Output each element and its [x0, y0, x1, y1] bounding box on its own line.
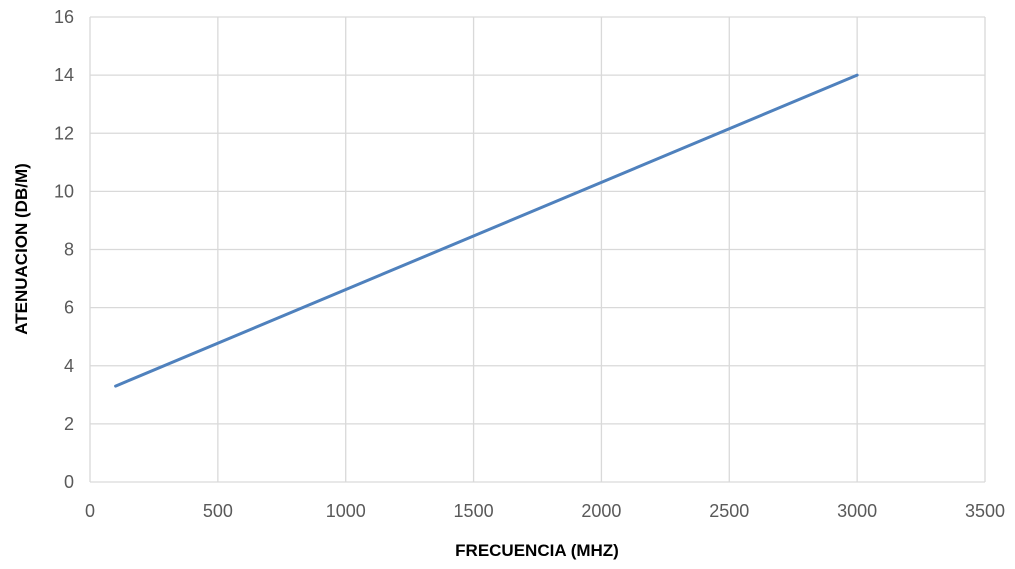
y-tick-label: 0 [64, 472, 74, 492]
x-tick-label: 500 [203, 501, 233, 521]
x-tick-label: 3500 [965, 501, 1005, 521]
tick-layer: 0 2 4 6 8 10 12 14 16 0 500 1000 1500 2000 2500 3000 350… [54, 7, 1005, 521]
y-tick-label: 12 [54, 123, 74, 143]
y-tick-label: 2 [64, 414, 74, 434]
x-tick-label: 1500 [454, 501, 494, 521]
x-tick-label: 3000 [837, 501, 877, 521]
x-tick-label: 1000 [326, 501, 366, 521]
x-tick-label: 0 [85, 501, 95, 521]
y-tick-label: 8 [64, 240, 74, 260]
y-tick-label: 4 [64, 356, 74, 376]
x-tick-label: 2500 [709, 501, 749, 521]
y-axis-title: ATENUACION (DB/M) [12, 163, 31, 335]
x-axis-title: FRECUENCIA (MHZ) [455, 541, 619, 560]
y-tick-label: 14 [54, 65, 74, 85]
y-tick-label: 10 [54, 181, 74, 201]
y-tick-label: 16 [54, 7, 74, 27]
series-layer [114, 73, 859, 388]
x-tick-label: 2000 [581, 501, 621, 521]
y-tick-label: 6 [64, 298, 74, 318]
grid-layer [89, 16, 986, 483]
series-line [114, 73, 859, 388]
